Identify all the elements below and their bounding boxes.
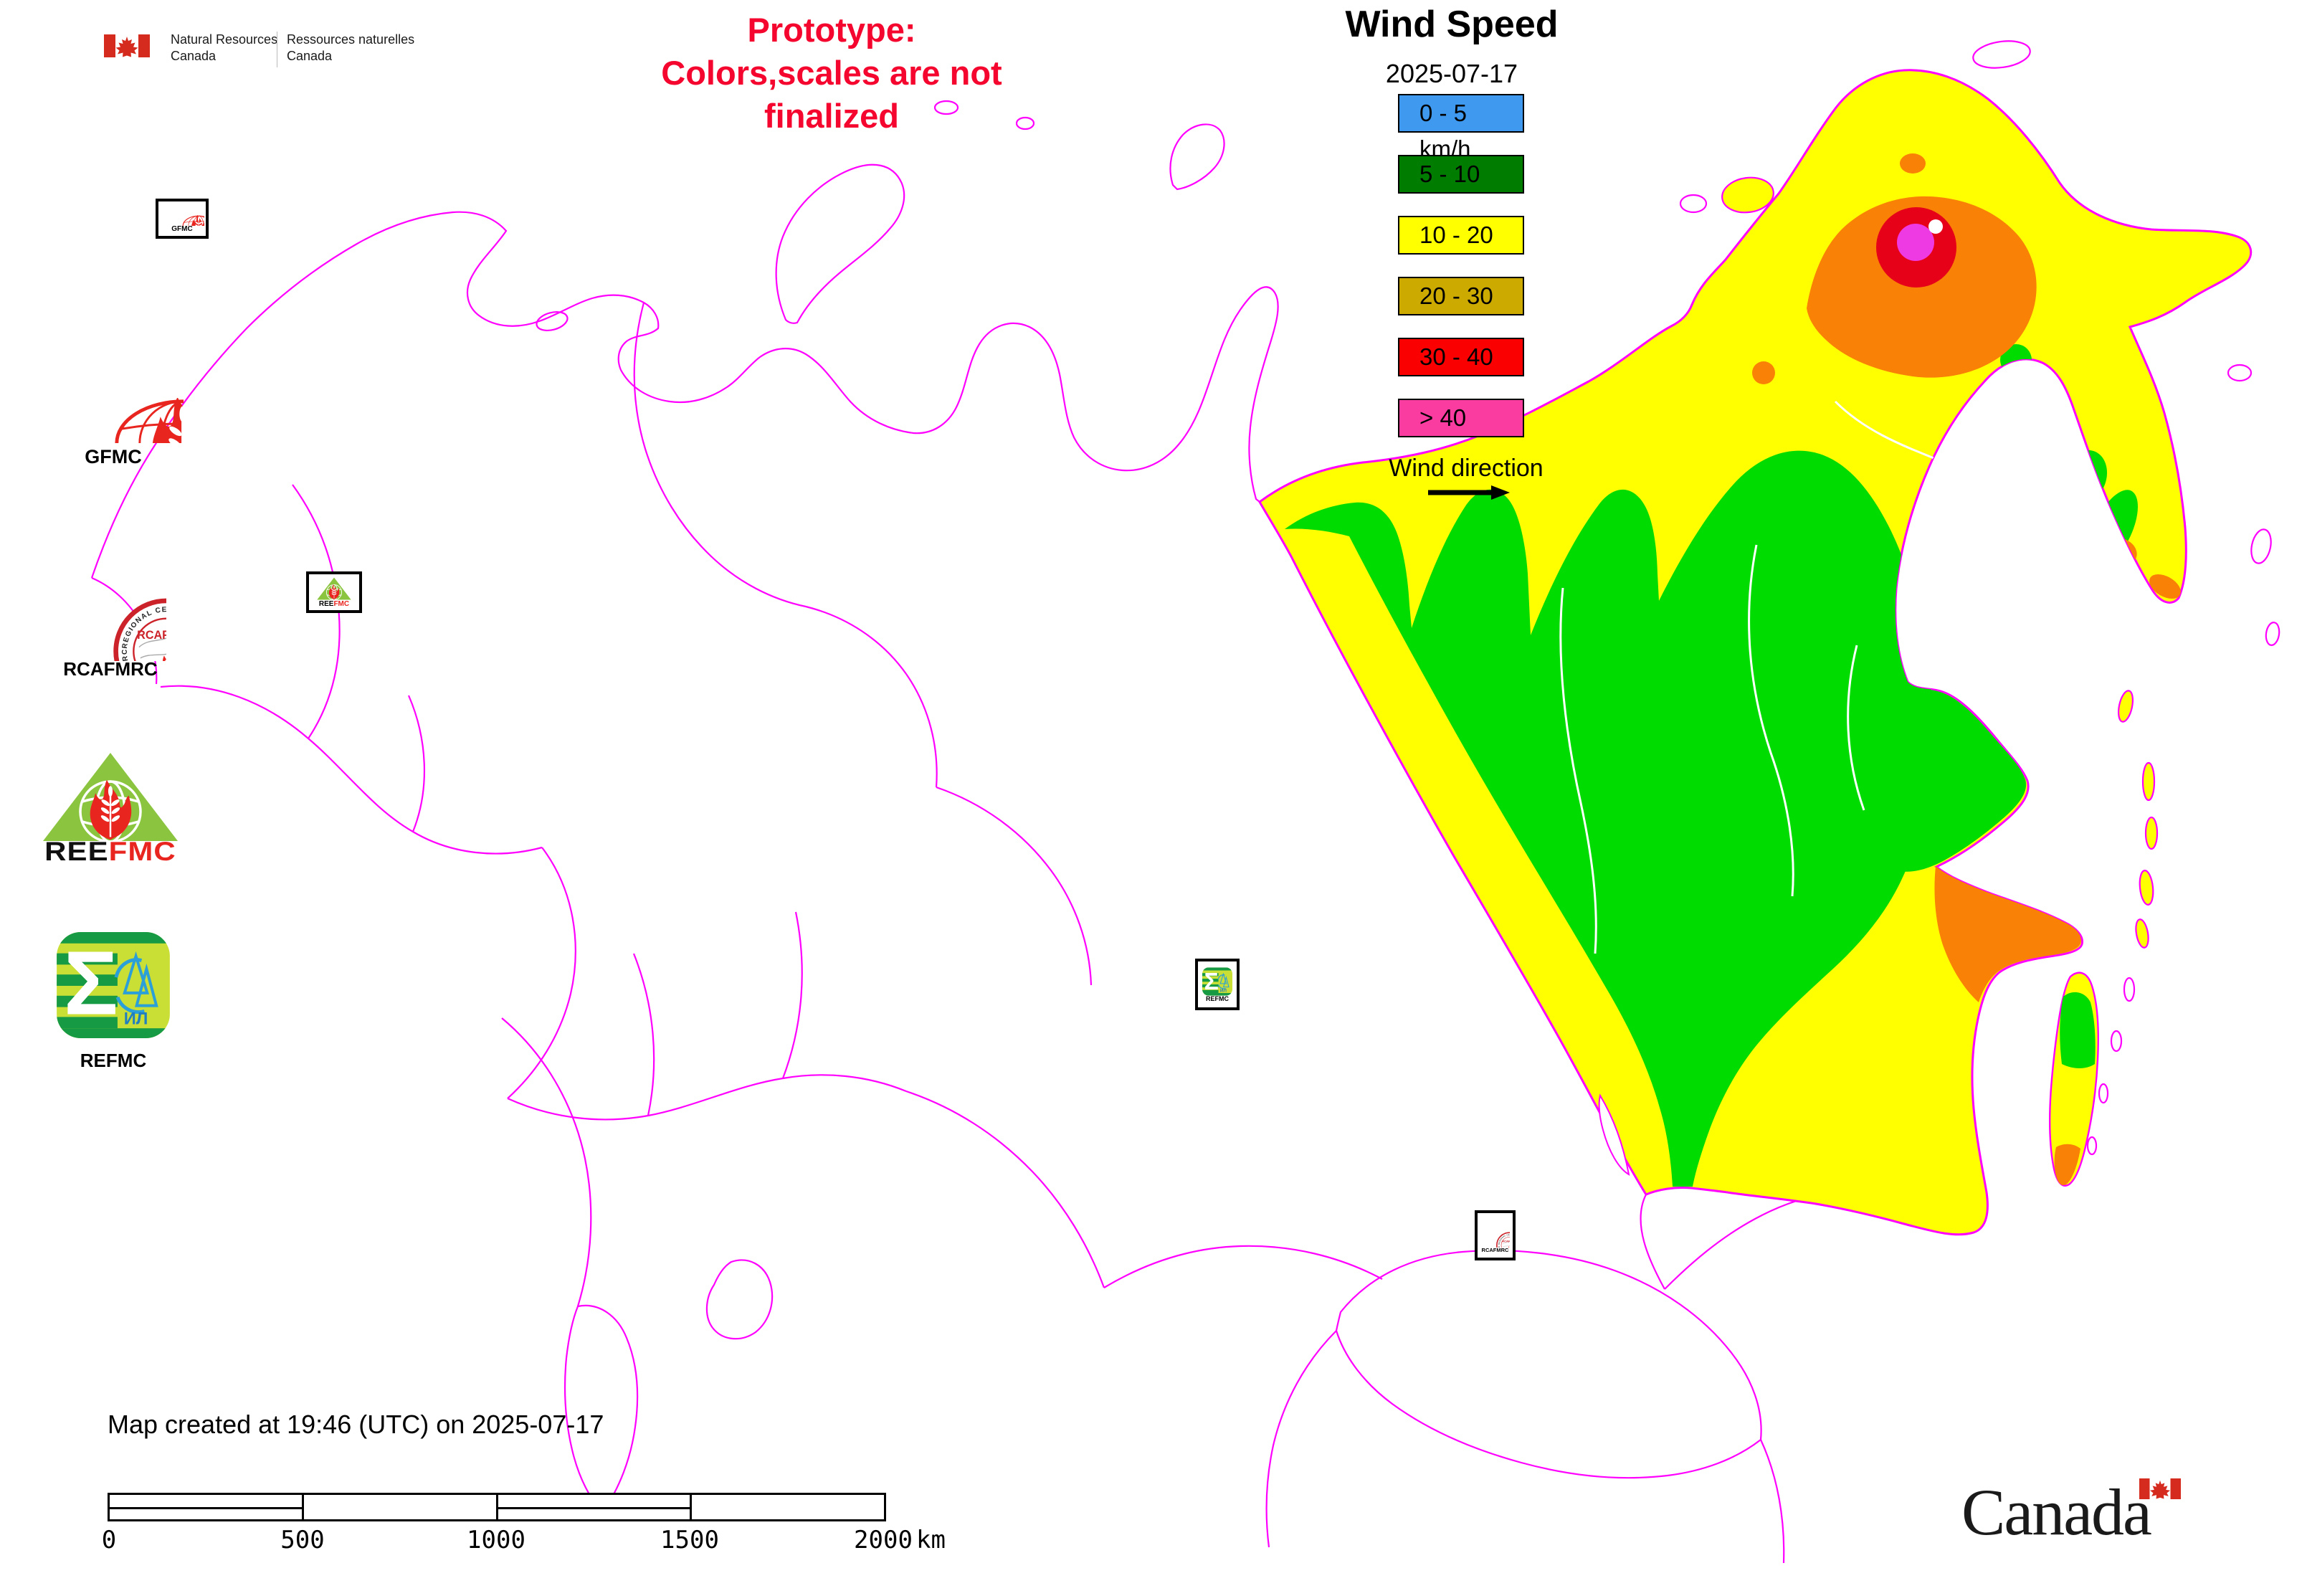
legend-swatch-10-20: 10 - 20 [1398, 216, 1524, 255]
scale-tick-1000: 1000 [467, 1526, 525, 1554]
rcafmrc-marker-icon [1481, 1217, 1510, 1248]
reefmc-logo [39, 749, 182, 845]
scale-bar-segment [692, 1495, 884, 1519]
refmc-marker-label: REFMC [1206, 994, 1229, 1002]
refmc-label: REFMC [80, 1050, 147, 1071]
wind-direction-arrow-icon [1428, 485, 1510, 500]
legend-title: Wind Speed [1345, 4, 1559, 45]
prototype-notice: Prototype: Colors,scales are not finaliz… [638, 9, 1025, 138]
reefmc-wordmark: REEFMC [32, 837, 189, 867]
canada-flag-icon [104, 34, 150, 57]
wind-region-over-40 [1897, 224, 1934, 261]
refmc-marker-icon [1202, 967, 1232, 996]
scale-bar-segment [110, 1495, 304, 1519]
rcafmrc-label: RCAFMRC [63, 658, 158, 680]
canada-wordmark-flag-icon [2139, 1478, 2181, 1499]
canada-wordmark-text: Canada [1961, 1476, 2152, 1549]
prototype-line-2: Colors,scales are not finalized [661, 54, 1002, 136]
legend: 0 - 5 km/h 5 - 10 10 - 20 20 - 30 30 - 4… [1398, 94, 1524, 460]
legend-swatch-20-30: 20 - 30 [1398, 277, 1524, 315]
gfmc-marker-icon [160, 204, 204, 226]
islands-yellow [1721, 176, 2159, 949]
reefmc-wordmark-black: REE [44, 837, 109, 867]
reefmc-marker-label: REEFMC [318, 600, 350, 608]
legend-swatch-over-40: > 40 [1398, 399, 1524, 437]
nrcan-signature: Natural Resources Canada Ressources natu… [100, 29, 545, 79]
sakhalin-island [2049, 972, 2099, 1187]
islands-white [1679, 194, 2136, 1156]
coastal-bay-gap [1928, 219, 1943, 234]
map-created-timestamp: Map created at 19:46 (UTC) on 2025-07-17 [108, 1410, 604, 1439]
map-marker-rcafmrc: RCAFMRC [1475, 1210, 1516, 1260]
scale-bar [108, 1493, 886, 1521]
nrcan-title-english: Natural Resources Canada [171, 32, 278, 63]
map-marker-reefmc: REEFMC [306, 571, 362, 613]
map-marker-refmc: REFMC [1195, 959, 1240, 1010]
gfmc-label: GFMC [85, 446, 142, 467]
river-lines [1559, 400, 1936, 954]
scale-unit: km [916, 1526, 946, 1554]
gfmc-logo [43, 353, 184, 443]
legend-swatch-30-40: 30 - 40 [1398, 338, 1524, 376]
lake-baikal [1598, 1093, 1630, 1176]
nrcan-title-french: Ressources naturelles Canada [287, 32, 415, 63]
scale-bar-segment [498, 1495, 693, 1519]
scale-bar-segment [304, 1495, 498, 1519]
gfmc-marker-label: GFMC [171, 225, 193, 233]
scale-tick-500: 500 [280, 1526, 325, 1554]
legend-swatch-5-10: 5 - 10 [1398, 155, 1524, 194]
reefmc-marker-icon [313, 576, 355, 601]
scale-tick-1500: 1500 [660, 1526, 719, 1554]
prototype-line-1: Prototype: [747, 11, 916, 49]
wind-direction-label: Wind direction [1389, 455, 1544, 482]
rcafmrc-logo [54, 539, 166, 661]
legend-swatch-0-5: 0 - 5 km/h [1398, 94, 1524, 162]
legend-date: 2025-07-17 [1385, 59, 1518, 88]
scale-tick-0: 0 [101, 1526, 117, 1554]
reefmc-wordmark-red: FMC [108, 837, 176, 867]
canada-wordmark: Canada [1961, 1474, 2220, 1560]
scale-tick-2000: 2000 [854, 1526, 913, 1554]
map-marker-gfmc: GFMC [156, 199, 209, 239]
country-borders-west [90, 40, 2280, 1564]
rcafmrc-marker-label: RCAFMRC [1481, 1247, 1509, 1254]
refmc-logo [57, 932, 170, 1038]
